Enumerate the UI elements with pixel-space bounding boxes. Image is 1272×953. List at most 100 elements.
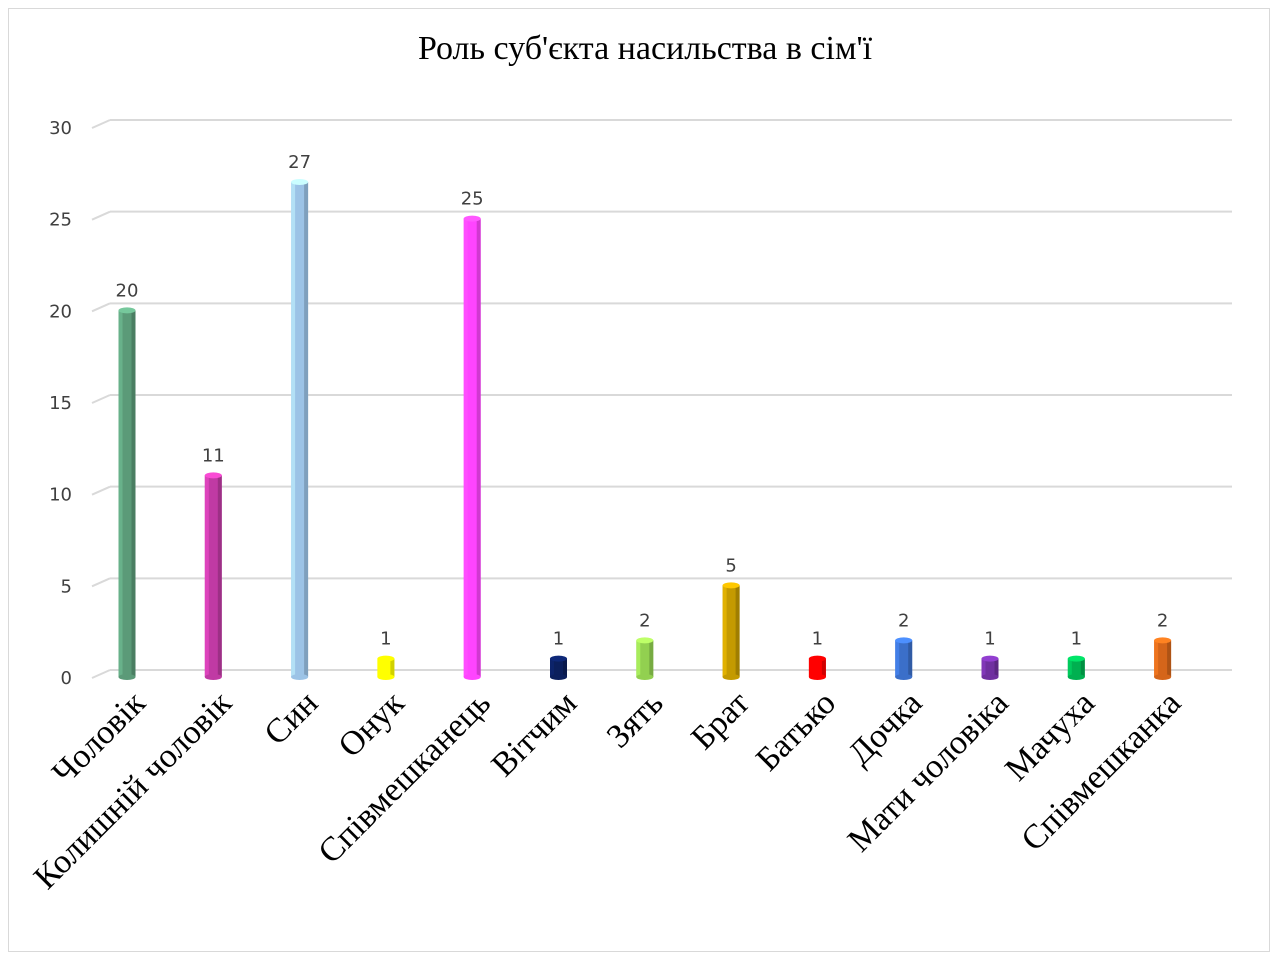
bar-base [981, 674, 999, 680]
bar-top [1067, 655, 1085, 662]
bar-highlight [1067, 658, 1072, 677]
bar-highlight [722, 585, 727, 677]
data-label: 1 [553, 629, 564, 650]
bar-base [1067, 674, 1085, 680]
data-label: 1 [812, 629, 823, 650]
bar-shadow [994, 658, 999, 677]
category-label: Зять [600, 684, 671, 755]
data-label: 2 [639, 610, 650, 631]
bar-base [550, 674, 567, 680]
gridline-depth [91, 485, 111, 496]
bar-highlight [463, 218, 468, 677]
y-tick-label: 20 [49, 301, 72, 322]
category-label: Брат [684, 684, 757, 757]
gridline-depth [91, 394, 111, 404]
bar-base [118, 674, 136, 680]
bar-shadow [908, 640, 913, 677]
category-label: Син [257, 684, 325, 752]
gridline-depth [91, 669, 111, 679]
gridline-depth [91, 577, 111, 588]
y-tick-label: 5 [61, 576, 72, 597]
bar-highlight [118, 310, 123, 677]
y-tick-label: 10 [49, 485, 72, 506]
data-label: 1 [1071, 629, 1082, 650]
bar-body [895, 640, 913, 677]
bar-base [291, 674, 309, 680]
bar [981, 655, 999, 680]
bar [204, 472, 222, 680]
data-label: 11 [202, 445, 225, 466]
y-tick-label: 0 [61, 668, 72, 689]
bar [377, 655, 395, 680]
data-label: 5 [725, 555, 736, 576]
bar [1154, 637, 1172, 680]
bar [895, 637, 913, 680]
bar-body [1067, 658, 1085, 677]
bar-shadow [304, 182, 309, 677]
y-tick-label: 15 [49, 393, 72, 414]
bar-shadow [390, 658, 395, 677]
bar-highlight [1154, 640, 1159, 677]
bar-shadow [563, 658, 567, 677]
data-label: 1 [984, 629, 995, 650]
bar-top [1154, 637, 1172, 644]
bar-base [636, 674, 654, 680]
bar-highlight [550, 658, 554, 677]
bar-top [722, 582, 740, 589]
bar-top [204, 472, 222, 479]
bar [291, 179, 309, 680]
bar-base [722, 674, 740, 680]
bar-base [377, 674, 395, 680]
bar-base [463, 674, 481, 680]
bar-shadow [476, 218, 481, 677]
bar-top [895, 637, 913, 644]
bar-highlight [291, 182, 296, 677]
bar-top [377, 655, 395, 662]
bar-top [463, 215, 481, 222]
bar-top [291, 179, 309, 185]
bar-body [291, 182, 309, 677]
data-label: 1 [380, 629, 391, 650]
bar-base [204, 674, 222, 680]
bar-shadow [1167, 640, 1172, 677]
bar-body [463, 218, 481, 677]
category-label: Батько [749, 684, 843, 778]
bar-top [118, 307, 136, 314]
bar-base [1154, 674, 1172, 680]
bar-shadow [821, 658, 826, 677]
data-label: 2 [898, 610, 909, 631]
y-axis-ticks: 0 5 10 15 20 25 30 [49, 118, 72, 689]
bar-base [808, 674, 826, 680]
y-tick-label: 30 [49, 118, 72, 139]
bar [808, 655, 826, 680]
data-label: 20 [116, 280, 139, 301]
category-label: Вітчим [485, 684, 585, 784]
bar [463, 215, 481, 680]
bar-shadow [649, 640, 654, 677]
bar-highlight [204, 475, 209, 677]
bar-highlight [895, 640, 900, 677]
bar-shadow [1080, 658, 1085, 677]
bar [1067, 655, 1085, 680]
bar-body [550, 658, 567, 677]
bar-shadow [131, 310, 136, 677]
gridline-depth [91, 302, 111, 313]
bar-highlight [981, 658, 986, 677]
bar-body [204, 475, 222, 677]
gridlines [91, 119, 1232, 679]
bar [550, 655, 567, 680]
bar [636, 637, 654, 680]
bar-top [808, 655, 826, 662]
bar-top [981, 655, 999, 662]
bar-body [118, 310, 136, 677]
data-label: 25 [461, 189, 484, 210]
gridline-depth [91, 119, 111, 129]
bar-body [722, 585, 740, 677]
data-label: 2 [1157, 610, 1168, 631]
bar-body [377, 658, 395, 677]
data-label: 27 [288, 152, 311, 173]
chart-title: Роль суб'єкта насильства в сім'ї [417, 30, 873, 67]
